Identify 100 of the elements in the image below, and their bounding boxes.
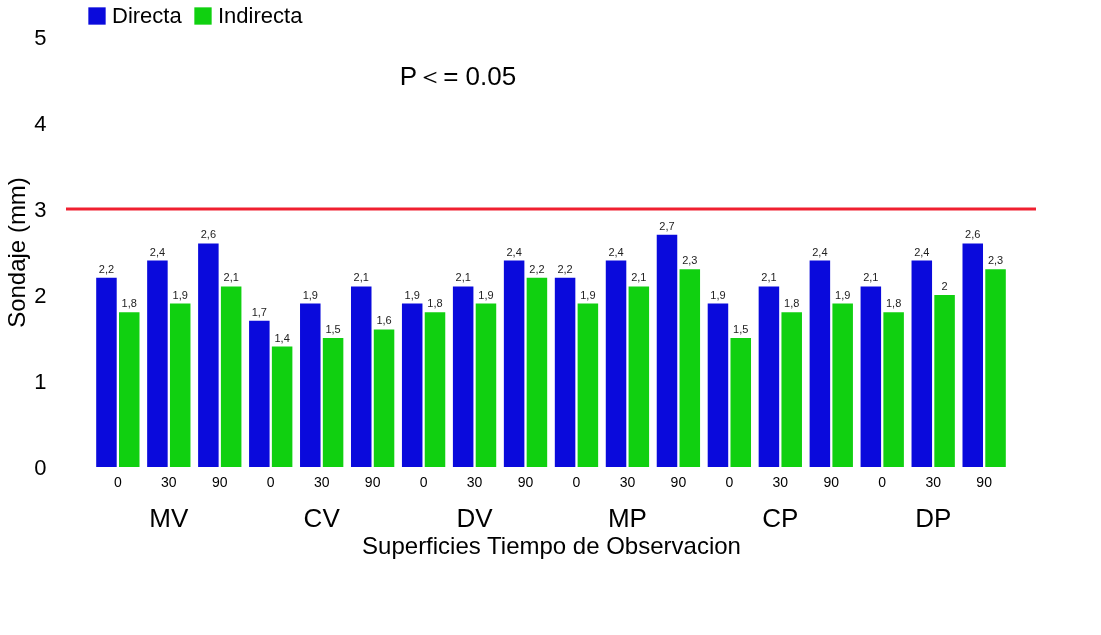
data-label: 2,6 bbox=[965, 228, 981, 241]
data-label: 1,5 bbox=[325, 323, 341, 335]
bar bbox=[526, 277, 548, 467]
bar bbox=[554, 277, 576, 467]
bar bbox=[96, 277, 117, 467]
bar bbox=[707, 303, 729, 467]
data-label: 2,7 bbox=[659, 219, 675, 232]
x-axis-title: Superficies Tiempo de Observacion bbox=[362, 531, 741, 559]
data-label: 2,1 bbox=[761, 271, 777, 284]
bar bbox=[475, 303, 497, 467]
data-label: 2,1 bbox=[353, 271, 369, 284]
data-label: 1,9 bbox=[710, 288, 726, 301]
bar bbox=[322, 338, 344, 467]
bar bbox=[934, 295, 955, 467]
data-label: 1,8 bbox=[121, 297, 137, 310]
data-label: 2,4 bbox=[608, 245, 624, 258]
bar bbox=[401, 303, 423, 467]
data-label: 2,1 bbox=[223, 271, 239, 284]
bar bbox=[809, 260, 831, 467]
x-tick-label: 90 bbox=[823, 473, 840, 490]
bar bbox=[832, 303, 853, 467]
legend-label: Directa bbox=[112, 3, 183, 28]
x-tick-label: 90 bbox=[976, 473, 993, 490]
x-tick-label: 90 bbox=[517, 473, 534, 490]
bar bbox=[118, 312, 140, 467]
data-label: 2,2 bbox=[529, 262, 545, 275]
data-label: 1,7 bbox=[251, 305, 267, 318]
data-label: 1,9 bbox=[478, 288, 494, 301]
text: CP bbox=[762, 503, 799, 533]
data-label: 2,1 bbox=[631, 271, 647, 284]
y-tick-label: 3 bbox=[34, 196, 47, 222]
annotation: P＜= 0.05 bbox=[399, 61, 517, 91]
y-tick-label: 4 bbox=[34, 110, 47, 136]
bar bbox=[656, 234, 678, 467]
bar bbox=[300, 303, 321, 467]
bar bbox=[730, 338, 752, 467]
bar bbox=[220, 286, 242, 467]
y-tick-label: 1 bbox=[34, 368, 47, 394]
bar bbox=[781, 312, 802, 467]
bar bbox=[985, 269, 1006, 467]
text: CV bbox=[303, 503, 341, 533]
data-label: 1,9 bbox=[580, 288, 596, 301]
bar bbox=[147, 260, 168, 467]
bar bbox=[605, 260, 627, 467]
data-label: 2 bbox=[941, 280, 948, 292]
data-label: 2,2 bbox=[557, 262, 573, 275]
data-label: 1,8 bbox=[885, 297, 902, 310]
bar bbox=[350, 286, 372, 467]
x-tick-label: 30 bbox=[313, 473, 330, 490]
data-label: 1,6 bbox=[376, 314, 392, 327]
text: MV bbox=[149, 503, 189, 533]
data-label: 1,9 bbox=[172, 288, 188, 301]
x-tick-label: 30 bbox=[466, 473, 483, 490]
x-tick-label: 0 bbox=[878, 473, 887, 490]
x-tick-label: 0 bbox=[572, 473, 581, 490]
bar bbox=[577, 303, 599, 467]
bar bbox=[249, 320, 270, 467]
data-label: 2,4 bbox=[149, 245, 166, 258]
x-tick-label: 90 bbox=[670, 473, 687, 490]
bar bbox=[962, 243, 984, 467]
bar bbox=[883, 312, 904, 467]
bar bbox=[452, 286, 474, 467]
y-tick-label: 5 bbox=[34, 24, 47, 50]
x-tick-label: 90 bbox=[364, 473, 381, 490]
data-label: 2,4 bbox=[812, 245, 828, 258]
data-label: 2,2 bbox=[98, 262, 115, 275]
y-tick-label: 2 bbox=[34, 282, 47, 308]
data-label: 2,6 bbox=[200, 228, 217, 241]
x-tick-label: 0 bbox=[266, 473, 275, 490]
data-label: 2,4 bbox=[506, 245, 522, 258]
x-tick-label: 30 bbox=[619, 473, 636, 490]
bar bbox=[373, 329, 395, 467]
data-label: 2,3 bbox=[682, 254, 698, 267]
bar bbox=[628, 286, 650, 467]
legend-label: Indirecta bbox=[218, 3, 304, 28]
data-label: 1,9 bbox=[302, 288, 318, 301]
bar bbox=[169, 303, 191, 467]
bar bbox=[758, 286, 780, 467]
x-tick-label: 0 bbox=[725, 473, 734, 490]
bar bbox=[503, 260, 525, 467]
bar bbox=[911, 260, 933, 467]
x-tick-label: 0 bbox=[113, 473, 122, 490]
text: DP bbox=[915, 503, 952, 533]
x-tick-label: 90 bbox=[211, 473, 228, 490]
bar bbox=[860, 286, 882, 467]
x-tick-label: 30 bbox=[772, 473, 789, 490]
bar bbox=[271, 346, 293, 467]
text: MP bbox=[607, 503, 647, 533]
bar bbox=[198, 243, 219, 467]
data-label: 1,8 bbox=[784, 297, 800, 310]
data-label: 2,3 bbox=[987, 254, 1004, 267]
bar bbox=[424, 312, 446, 467]
data-label: 1,8 bbox=[427, 297, 443, 310]
data-label: 2,4 bbox=[914, 245, 930, 258]
data-label: 2,1 bbox=[455, 271, 471, 284]
bar bbox=[679, 269, 701, 467]
data-label: 1,9 bbox=[835, 288, 851, 301]
x-tick-label: 30 bbox=[925, 473, 942, 490]
data-label: 1,4 bbox=[274, 331, 290, 344]
x-tick-label: 0 bbox=[419, 473, 428, 490]
